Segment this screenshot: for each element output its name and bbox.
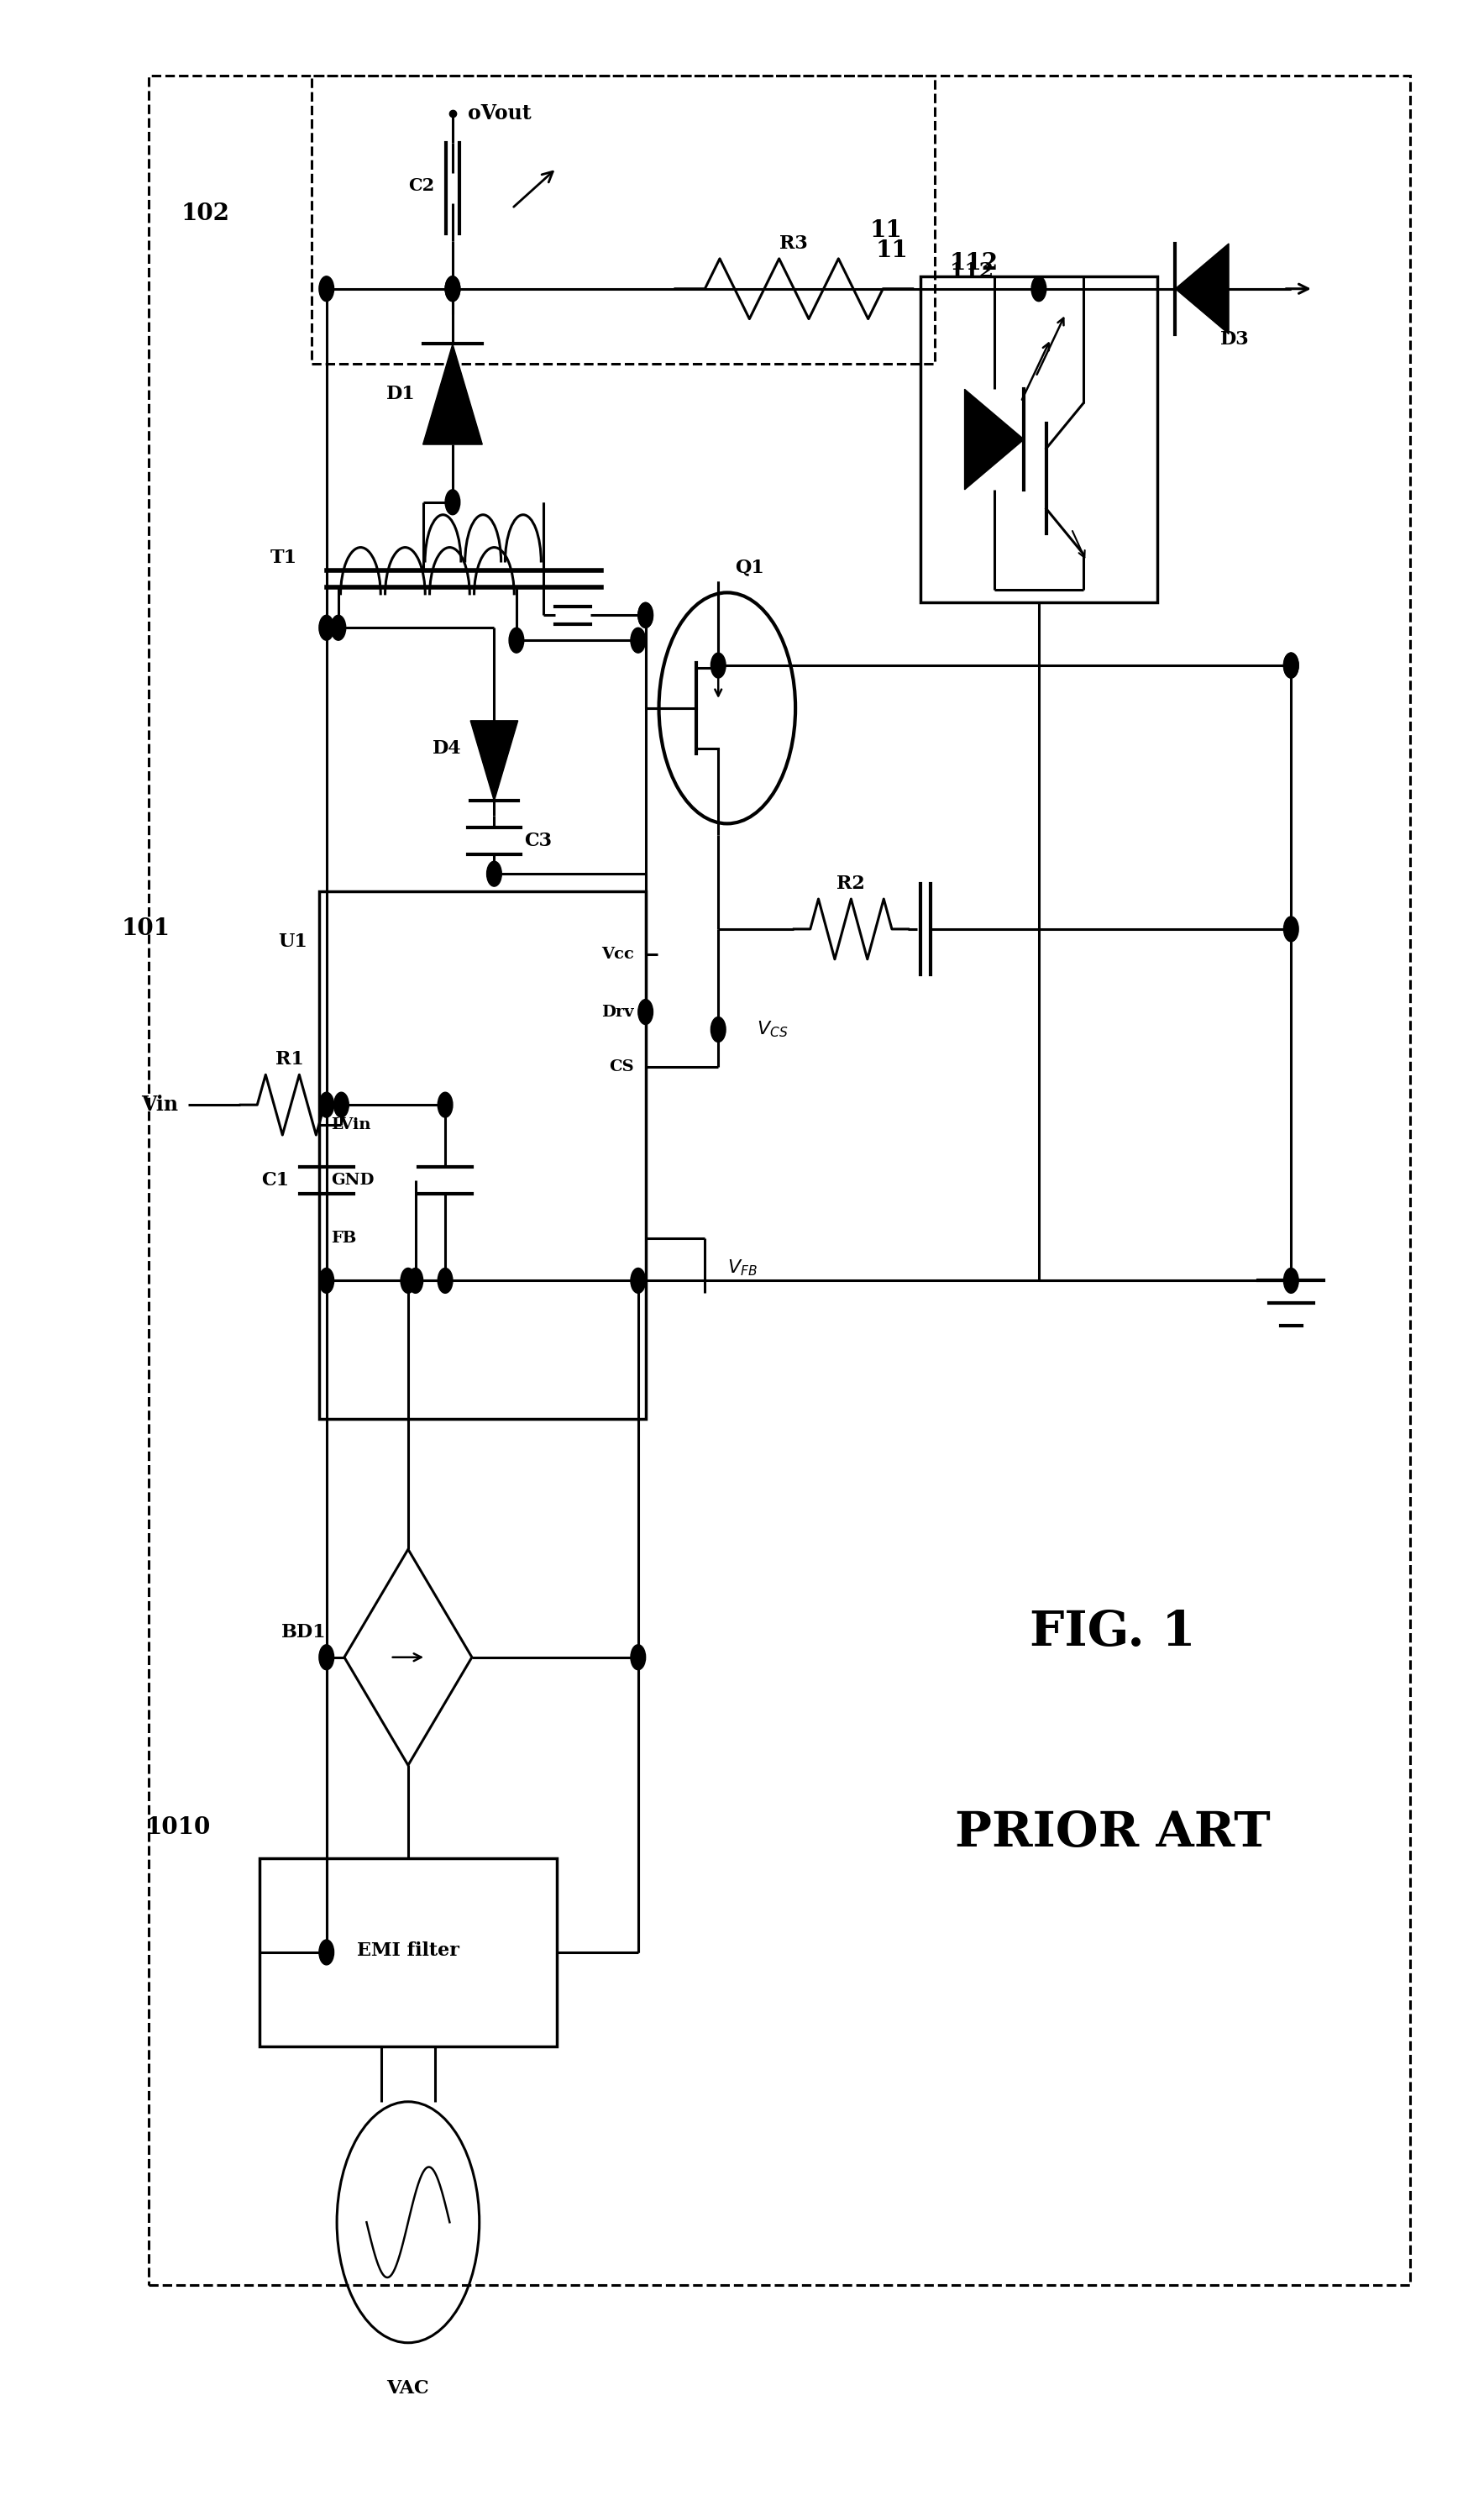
- Text: Q1: Q1: [735, 557, 764, 578]
- Circle shape: [445, 276, 460, 301]
- Bar: [260, 1858, 556, 2046]
- Text: 102: 102: [181, 201, 230, 226]
- Text: D4: D4: [432, 738, 462, 758]
- Text: 1010: 1010: [145, 1815, 211, 1841]
- Polygon shape: [470, 721, 518, 801]
- Circle shape: [1284, 653, 1298, 678]
- Text: C2: C2: [408, 178, 435, 193]
- Circle shape: [445, 276, 460, 301]
- Circle shape: [631, 1268, 646, 1293]
- Text: 11: 11: [870, 218, 902, 244]
- Text: Drv: Drv: [601, 1004, 634, 1019]
- Text: C1: C1: [261, 1170, 289, 1190]
- Bar: [319, 891, 646, 1419]
- Text: GND: GND: [331, 1173, 374, 1188]
- Text: Vin: Vin: [141, 1095, 178, 1115]
- Circle shape: [1284, 653, 1298, 678]
- Circle shape: [319, 1268, 334, 1293]
- Text: PRIOR ART: PRIOR ART: [956, 1810, 1270, 1856]
- Circle shape: [438, 1092, 453, 1117]
- Text: CS: CS: [608, 1060, 634, 1075]
- Text: LVin: LVin: [331, 1117, 371, 1132]
- Text: 11: 11: [876, 239, 908, 264]
- Circle shape: [319, 1645, 334, 1670]
- Text: VAC: VAC: [387, 2378, 429, 2398]
- Text: BD1: BD1: [282, 1622, 326, 1642]
- Polygon shape: [965, 389, 1024, 490]
- Circle shape: [319, 276, 334, 301]
- Text: FIG. 1: FIG. 1: [1030, 1610, 1196, 1655]
- Circle shape: [319, 615, 334, 640]
- Text: 112: 112: [950, 261, 993, 281]
- Circle shape: [638, 603, 653, 628]
- Text: R1: R1: [275, 1050, 304, 1070]
- Polygon shape: [423, 344, 482, 444]
- Text: T1: T1: [270, 547, 297, 567]
- Circle shape: [445, 490, 460, 515]
- Circle shape: [638, 999, 653, 1024]
- Circle shape: [319, 1938, 334, 1964]
- Text: $V_{FB}$: $V_{FB}$: [727, 1258, 757, 1278]
- Text: EMI filter: EMI filter: [358, 1941, 459, 1961]
- Text: C3: C3: [524, 831, 552, 851]
- Bar: [920, 276, 1158, 603]
- Text: oVout: oVout: [467, 103, 531, 123]
- Circle shape: [438, 1268, 453, 1293]
- Circle shape: [401, 1268, 416, 1293]
- Circle shape: [711, 1017, 726, 1042]
- Polygon shape: [1175, 244, 1229, 334]
- Text: D1: D1: [386, 384, 416, 404]
- Text: 112: 112: [950, 251, 999, 276]
- Text: Vcc: Vcc: [601, 947, 634, 962]
- Circle shape: [331, 615, 346, 640]
- Circle shape: [1031, 276, 1046, 301]
- Circle shape: [631, 1645, 646, 1670]
- Text: $V_{CS}$: $V_{CS}$: [757, 1019, 788, 1040]
- Text: D3: D3: [1220, 329, 1250, 349]
- Text: R3: R3: [779, 234, 809, 254]
- Bar: [312, 75, 935, 364]
- Bar: [148, 75, 1410, 2285]
- Circle shape: [487, 861, 502, 886]
- Circle shape: [408, 1268, 423, 1293]
- Circle shape: [509, 628, 524, 653]
- Circle shape: [711, 653, 726, 678]
- Circle shape: [638, 603, 653, 628]
- Text: 101: 101: [122, 917, 171, 942]
- Circle shape: [1284, 917, 1298, 942]
- Circle shape: [334, 1092, 349, 1117]
- Circle shape: [1284, 1268, 1298, 1293]
- Circle shape: [319, 1092, 334, 1117]
- Text: R2: R2: [835, 874, 865, 894]
- Text: U1: U1: [278, 932, 307, 952]
- Text: FB: FB: [331, 1230, 356, 1245]
- Circle shape: [631, 628, 646, 653]
